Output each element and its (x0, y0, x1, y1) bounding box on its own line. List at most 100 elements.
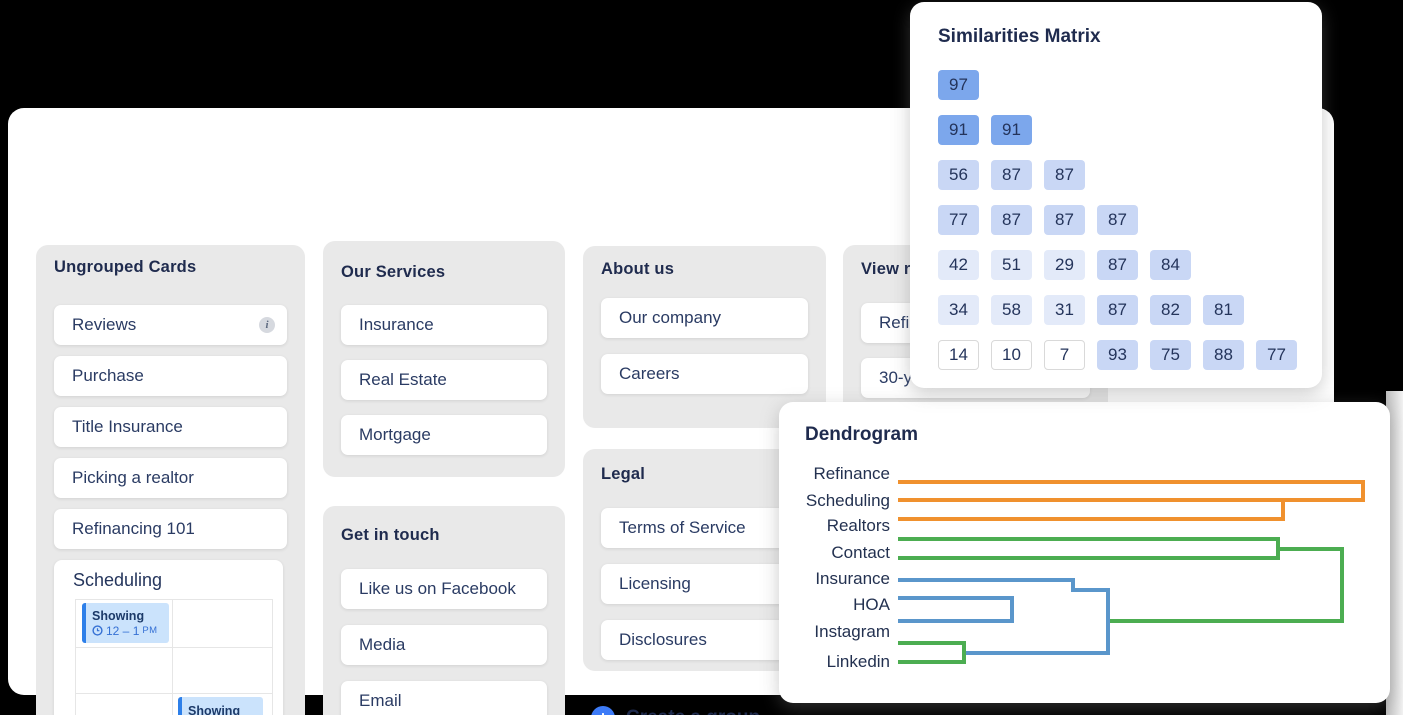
dendrogram-label: HOA (853, 595, 890, 614)
group-card-list: Terms of Service Licensing Disclosures (601, 508, 808, 660)
group-card-list: Insurance Real Estate Mortgage (341, 305, 547, 455)
card-label: Mortgage (359, 425, 431, 444)
matrix-cell: 34 (938, 295, 979, 325)
dendrogram-label: Scheduling (805, 491, 890, 510)
matrix-cell: 91 (991, 115, 1032, 145)
dendrogram-panel: Dendrogram Refinance Scheduling Realtors Co… (779, 402, 1390, 703)
card[interactable]: Refinancing 101 (54, 509, 287, 549)
similarities-matrix-panel: Similarities Matrix 97 91 91 56 87 87 77 87 87 87… (910, 2, 1322, 388)
card-label: 30-y (879, 368, 913, 387)
dendrogram-label: Instagram (814, 622, 890, 641)
matrix-grid: 97 91 91 56 87 87 77 87 87 87 42 51 29 87 84 34 58 31 87 82… (938, 70, 1322, 370)
matrix-row: 34 58 31 87 82 81 (938, 295, 1322, 325)
matrix-cell: 87 (1044, 205, 1085, 235)
group-about-us[interactable]: About us Our company Careers (583, 246, 826, 428)
card[interactable]: Mortgage (341, 415, 547, 455)
matrix-row: 91 91 (938, 115, 1322, 145)
card[interactable]: Terms of Service (601, 508, 808, 548)
calendar-event[interactable]: Showing 2 – 3PM (178, 697, 263, 715)
group-title: View ra (861, 260, 920, 278)
matrix-cell: 14 (938, 340, 979, 370)
dendrogram-title: Dendrogram (805, 424, 918, 445)
matrix-cell: 42 (938, 250, 979, 280)
matrix-cell: 87 (1097, 205, 1138, 235)
card[interactable]: Licensing (601, 564, 808, 604)
calendar-gridline (76, 693, 272, 694)
card-label: Picking a realtor (72, 468, 194, 487)
card-label: Title Insurance (72, 417, 183, 436)
card[interactable]: Like us on Facebook (341, 569, 547, 609)
card[interactable]: Our company (601, 298, 808, 338)
card-label: Licensing (619, 574, 691, 593)
matrix-row: 42 51 29 87 84 (938, 250, 1322, 280)
matrix-cell: 58 (991, 295, 1032, 325)
dendrogram-label: Contact (831, 543, 890, 562)
matrix-cell: 87 (1044, 160, 1085, 190)
group-legal[interactable]: Legal Terms of Service Licensing Disclosur… (583, 449, 826, 671)
matrix-cell: 91 (938, 115, 979, 145)
card-label: Careers (619, 364, 680, 383)
event-time-text: 12 – 1 (106, 623, 140, 638)
group-ungrouped-cards[interactable]: Ungrouped Cards Reviews i Purchase Title In… (36, 245, 305, 715)
card[interactable]: Careers (601, 354, 808, 394)
ungrouped-card-list: Reviews i Purchase Title Insurance Picking a… (54, 305, 287, 549)
matrix-cell: 7 (1044, 340, 1085, 370)
matrix-cell: 75 (1150, 340, 1191, 370)
group-title: Ungrouped Cards (54, 258, 197, 276)
group-card-list: Like us on Facebook Media Email (341, 569, 547, 715)
card[interactable]: Reviews i (54, 305, 287, 345)
card[interactable]: Media (341, 625, 547, 665)
matrix-cell: 87 (1097, 250, 1138, 280)
matrix-cell: 87 (991, 160, 1032, 190)
event-title: Showing (188, 704, 241, 715)
card[interactable]: Email (341, 681, 547, 715)
dendrogram-label: Linkedin (826, 652, 890, 671)
create-group-label: Create a group (626, 707, 760, 715)
matrix-row: 77 87 87 87 (938, 205, 1322, 235)
card-label: Refin (879, 313, 919, 332)
matrix-cell: 87 (1097, 295, 1138, 325)
group-our-services[interactable]: Our Services Insurance Real Estate Mortgag… (323, 241, 565, 477)
matrix-cell: 31 (1044, 295, 1085, 325)
matrix-cell: 56 (938, 160, 979, 190)
plus-circle-icon: + (591, 706, 615, 715)
calendar-event[interactable]: Showing 12 – 1 PM (82, 603, 169, 643)
event-title: Showing (92, 608, 145, 623)
card-label: Purchase (72, 366, 144, 385)
calendar-gridline (172, 600, 173, 715)
panel-edge-highlight (1386, 391, 1403, 715)
card-scheduling[interactable]: Scheduling Showing 12 – 1 PM (54, 560, 283, 715)
dendrogram-label: Realtors (826, 516, 890, 535)
info-icon[interactable]: i (259, 317, 275, 333)
card-label: Like us on Facebook (359, 579, 516, 598)
matrix-cell: 77 (938, 205, 979, 235)
card[interactable]: Insurance (341, 305, 547, 345)
matrix-cell: 82 (1150, 295, 1191, 325)
card[interactable]: Real Estate (341, 360, 547, 400)
card-label: Disclosures (619, 630, 707, 649)
card-label: Media (359, 635, 406, 654)
calendar-gridline (76, 647, 272, 648)
card[interactable]: Picking a realtor (54, 458, 287, 498)
dendrogram-label: Refinance (813, 464, 890, 483)
group-get-in-touch[interactable]: Get in touch Like us on Facebook Media Ema… (323, 506, 565, 715)
create-group-button[interactable]: + Create a group (591, 706, 760, 715)
matrix-row: 14 10 7 93 75 88 77 (938, 340, 1322, 370)
matrix-title: Similarities Matrix (938, 26, 1101, 47)
matrix-cell: 29 (1044, 250, 1085, 280)
matrix-row: 56 87 87 (938, 160, 1322, 190)
group-title: Legal (601, 465, 646, 483)
group-title: Get in touch (341, 526, 440, 544)
matrix-cell: 93 (1097, 340, 1138, 370)
card[interactable]: Disclosures (601, 620, 808, 660)
event-time: 12 – 1 PM (92, 624, 165, 638)
card-label: Reviews (72, 315, 137, 334)
matrix-cell: 77 (1256, 340, 1297, 370)
card[interactable]: Purchase (54, 356, 287, 396)
event-meridiem: PM (142, 624, 158, 636)
card[interactable]: Title Insurance (54, 407, 287, 447)
card-label: Our company (619, 308, 722, 327)
matrix-cell: 97 (938, 70, 979, 100)
matrix-row: 97 (938, 70, 1322, 100)
